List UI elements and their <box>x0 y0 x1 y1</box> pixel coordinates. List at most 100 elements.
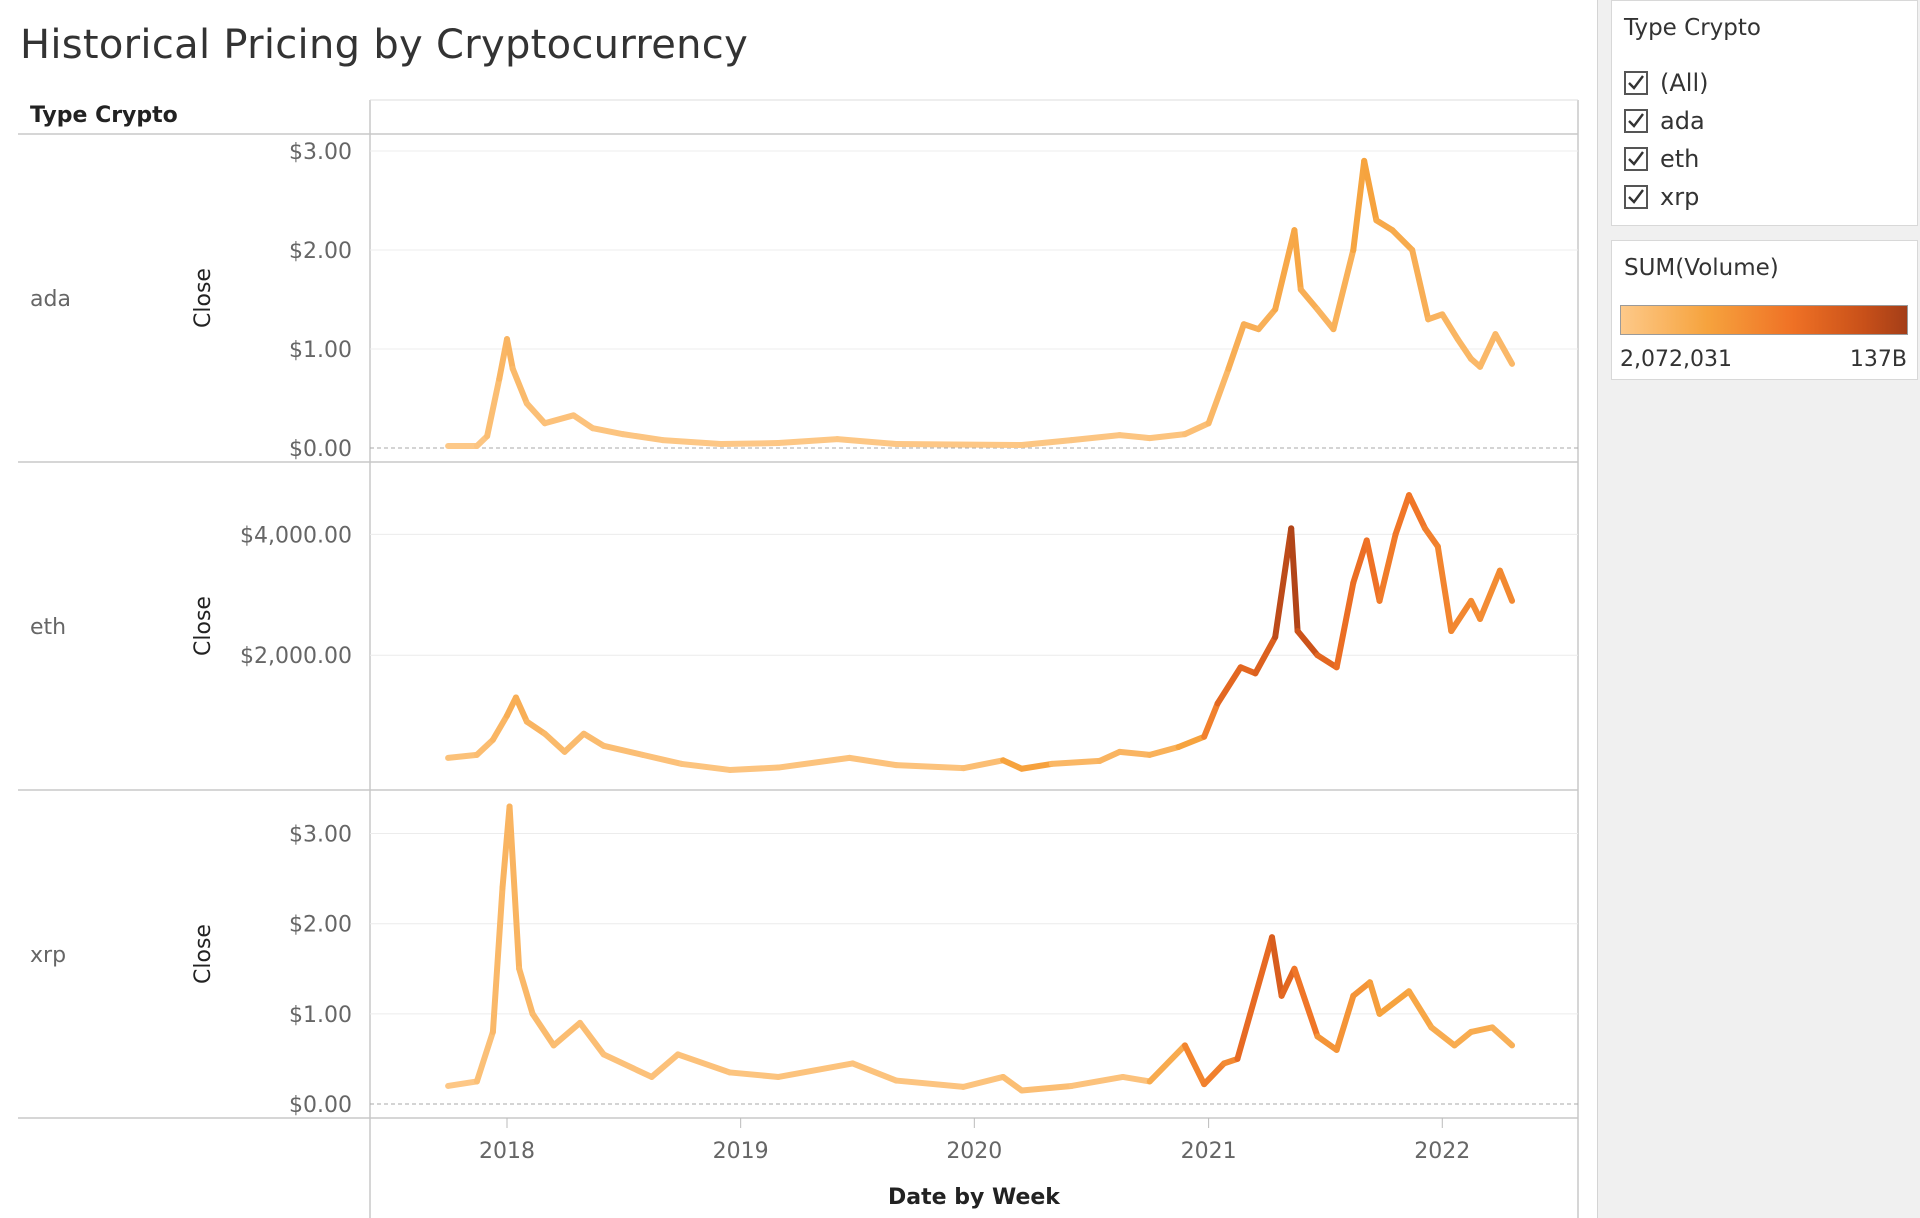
line-segment[interactable] <box>1428 1024 1458 1049</box>
line-segment[interactable] <box>1288 525 1301 635</box>
line-segment[interactable] <box>1333 992 1357 1053</box>
line-segment[interactable] <box>600 742 646 758</box>
line-segment[interactable] <box>1225 321 1247 372</box>
line-segment[interactable] <box>1214 664 1244 707</box>
line-segment[interactable] <box>1205 365 1232 427</box>
line-segment[interactable] <box>445 751 480 761</box>
line-segment[interactable] <box>1297 286 1321 313</box>
line-segment[interactable] <box>1272 227 1298 313</box>
series-line-eth[interactable] <box>445 492 1516 773</box>
line-segment[interactable] <box>717 440 782 448</box>
line-segment[interactable] <box>1496 567 1516 604</box>
line-segment[interactable] <box>1175 733 1208 751</box>
line-segment[interactable] <box>473 1028 496 1085</box>
line-segment[interactable] <box>639 751 685 767</box>
line-segment[interactable] <box>1000 757 1025 772</box>
line-segment[interactable] <box>1477 567 1503 622</box>
line-segment[interactable] <box>1252 634 1279 677</box>
line-segment[interactable] <box>576 1019 607 1058</box>
line-segment[interactable] <box>1018 437 1075 449</box>
line-segment[interactable] <box>1234 934 1275 1062</box>
line-segment[interactable] <box>1119 1073 1153 1085</box>
filter-item-xrp[interactable]: xrp <box>1624 181 1699 213</box>
line-segment[interactable] <box>1000 1073 1025 1094</box>
line-segment[interactable] <box>1181 420 1212 438</box>
line-segment[interactable] <box>1048 757 1103 767</box>
line-segment[interactable] <box>726 764 782 773</box>
line-segment[interactable] <box>1068 432 1123 444</box>
filter-item-ada[interactable]: ada <box>1624 105 1705 137</box>
line-segment[interactable] <box>648 1051 681 1080</box>
line-segment[interactable] <box>550 1019 583 1049</box>
line-segment[interactable] <box>1448 597 1475 635</box>
checkbox-icon[interactable] <box>1624 71 1648 95</box>
line-segment[interactable] <box>1350 157 1368 253</box>
line-segment[interactable] <box>1268 934 1285 999</box>
line-segment[interactable] <box>445 1078 480 1089</box>
line-segment[interactable] <box>1314 652 1340 671</box>
line-segment[interactable] <box>473 736 496 758</box>
line-segment[interactable] <box>1477 331 1499 370</box>
line-segment[interactable] <box>1454 336 1475 362</box>
filter-item-eth[interactable]: eth <box>1624 143 1699 175</box>
chart-lines[interactable] <box>445 157 1516 1094</box>
line-segment[interactable] <box>541 412 577 427</box>
line-segment[interactable] <box>1366 979 1383 1017</box>
line-segment[interactable] <box>489 884 506 1035</box>
line-segment[interactable] <box>1278 965 1298 999</box>
line-segment[interactable] <box>1389 227 1416 253</box>
line-segment[interactable] <box>1405 492 1428 532</box>
line-segment[interactable] <box>893 762 967 772</box>
line-segment[interactable] <box>529 1010 557 1049</box>
filter-item-all[interactable]: (All) <box>1624 67 1708 99</box>
checkbox-icon[interactable] <box>1624 109 1648 133</box>
line-segment[interactable] <box>1492 331 1516 367</box>
line-segment[interactable] <box>1146 431 1188 442</box>
line-segment[interactable] <box>506 803 523 972</box>
line-segment[interactable] <box>1363 537 1383 604</box>
line-segment[interactable] <box>1116 748 1153 758</box>
line-segment[interactable] <box>834 436 900 448</box>
line-segment[interactable] <box>1018 760 1055 772</box>
line-segment[interactable] <box>775 754 853 771</box>
line-segment[interactable] <box>1405 988 1435 1031</box>
line-segment[interactable] <box>1201 1060 1227 1088</box>
line-segment[interactable] <box>503 336 516 372</box>
line-segment[interactable] <box>1291 965 1321 1040</box>
line-segment[interactable] <box>1146 744 1182 758</box>
line-segment[interactable] <box>489 712 510 743</box>
line-segment[interactable] <box>589 425 626 438</box>
line-segment[interactable] <box>1272 525 1295 641</box>
line-segment[interactable] <box>1181 1042 1208 1088</box>
line-segment[interactable] <box>775 1060 856 1080</box>
line-segment[interactable] <box>1116 432 1153 442</box>
line-segment[interactable] <box>523 400 548 427</box>
line-segment[interactable] <box>484 375 503 440</box>
line-segment[interactable] <box>1409 246 1432 323</box>
line-segment[interactable] <box>674 1051 733 1076</box>
line-segment[interactable] <box>893 1077 967 1090</box>
line-segment[interactable] <box>1096 748 1123 764</box>
line-segment[interactable] <box>1489 1024 1516 1049</box>
line-segment[interactable] <box>1350 979 1373 999</box>
line-segment[interactable] <box>1434 543 1455 635</box>
line-segment[interactable] <box>849 1060 900 1084</box>
line-segment[interactable] <box>600 1051 655 1080</box>
line-segment[interactable] <box>659 437 724 448</box>
line-segment[interactable] <box>561 730 587 755</box>
line-segment[interactable] <box>1201 700 1221 740</box>
line-segment[interactable] <box>1468 1024 1496 1035</box>
line-segment[interactable] <box>1350 537 1370 586</box>
line-segment[interactable] <box>678 760 733 773</box>
line-segment[interactable] <box>580 730 607 749</box>
line-segment[interactable] <box>1330 246 1357 333</box>
line-segment[interactable] <box>1291 227 1304 293</box>
line-segment[interactable] <box>1376 531 1399 604</box>
checkbox-icon[interactable] <box>1624 147 1648 171</box>
line-segment[interactable] <box>523 718 548 737</box>
line-segment[interactable] <box>846 754 900 769</box>
line-segment[interactable] <box>1333 579 1357 671</box>
line-segment[interactable] <box>1294 628 1321 659</box>
line-segment[interactable] <box>1376 988 1412 1017</box>
line-segment[interactable] <box>1018 1082 1075 1094</box>
